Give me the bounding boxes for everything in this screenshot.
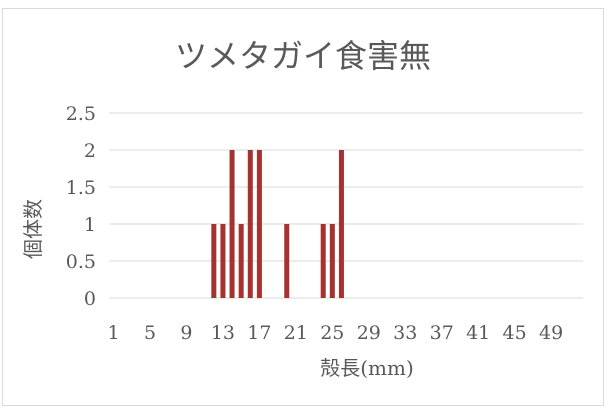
x-tick-label: 1 <box>108 322 120 344</box>
x-tick-label: 45 <box>503 322 527 344</box>
x-tick-label: 5 <box>144 322 156 344</box>
gridlines <box>109 112 583 299</box>
x-tick-label: 29 <box>357 322 381 344</box>
bar-24 <box>320 224 326 298</box>
y-axis-title: 個体数 <box>21 199 45 259</box>
x-tick-label: 41 <box>466 322 490 344</box>
y-tick-label: 1.5 <box>66 177 96 199</box>
x-tick-label: 25 <box>320 322 344 344</box>
bar-16 <box>247 150 253 298</box>
y-tick-label: 0.5 <box>66 251 96 273</box>
x-axis-ticks: 1 5 9 13 17 21 25 29 33 37 41 45 49 <box>108 322 564 344</box>
x-tick-label: 13 <box>211 322 235 344</box>
y-tick-label: 0 <box>84 288 96 310</box>
chart: ツメタガイ食害無 0 0.5 1 1.5 2 2.5 1 5 9 13 17 21 25 29 33 37 4… <box>21 37 583 380</box>
bar-12 <box>211 224 217 298</box>
x-tick-label: 33 <box>393 322 417 344</box>
bar-14 <box>229 150 235 298</box>
y-tick-label: 1 <box>84 214 96 236</box>
bar-15 <box>238 224 244 298</box>
y-tick-label: 2 <box>84 140 96 162</box>
chart-frame: ツメタガイ食害無 0 0.5 1 1.5 2 2.5 1 5 9 13 17 21 25 29 33 37 4… <box>2 8 604 406</box>
x-tick-label: 9 <box>180 322 192 344</box>
bar-25 <box>329 224 335 298</box>
bar-17 <box>256 150 262 298</box>
chart-title: ツメタガイ食害無 <box>175 37 431 75</box>
x-tick-label: 49 <box>539 322 563 344</box>
y-axis-ticks: 0 0.5 1 1.5 2 2.5 <box>66 103 96 310</box>
x-tick-label: 17 <box>247 322 271 344</box>
bar-13 <box>220 224 226 298</box>
bar-20 <box>284 224 290 298</box>
y-tick-label: 2.5 <box>66 103 96 125</box>
bars <box>211 150 344 298</box>
x-tick-label: 37 <box>430 322 454 344</box>
x-axis-title: 殻長(mm) <box>320 356 414 380</box>
x-tick-label: 21 <box>284 322 308 344</box>
bar-26 <box>338 150 344 298</box>
